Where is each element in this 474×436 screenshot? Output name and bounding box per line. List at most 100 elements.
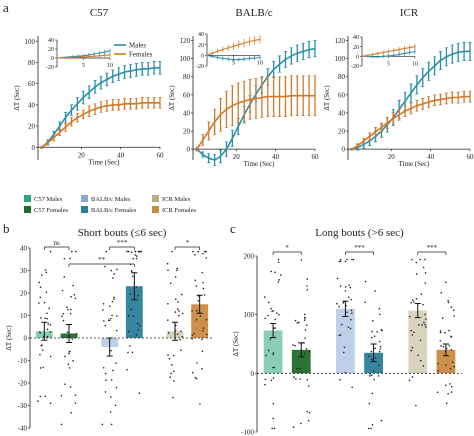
significance-label: *: [285, 244, 289, 252]
data-dot: [104, 391, 107, 393]
bar: [364, 352, 383, 374]
data-dot: [127, 351, 129, 354]
y-tick-label: 100: [244, 311, 255, 319]
data-dot: [294, 344, 296, 347]
data-dot: [370, 374, 373, 377]
data-dot: [447, 393, 449, 395]
data-dot: [373, 378, 376, 381]
data-dot: [344, 260, 347, 263]
inset-series-line: [206, 54, 261, 61]
inset-y-tick-label: 20: [353, 45, 359, 51]
y-tick-label: 100: [335, 55, 346, 63]
data-dot: [350, 298, 352, 301]
bar-legend-label: BALB/c Females: [91, 207, 137, 214]
data-dot: [352, 258, 355, 261]
data-dot: [271, 310, 273, 313]
data-dot: [103, 320, 105, 322]
data-dot: [348, 284, 350, 287]
data-dot: [74, 394, 77, 396]
x-tick-label: 60: [467, 153, 474, 161]
data-dot: [420, 293, 423, 295]
data-dot: [132, 257, 135, 260]
data-dot: [116, 315, 118, 317]
data-dot: [70, 295, 72, 298]
y-tick-label: 40: [183, 109, 191, 117]
data-dot: [411, 334, 414, 336]
data-dot: [173, 354, 175, 357]
y-tick-label: 40: [338, 109, 346, 117]
data-dot: [338, 305, 340, 308]
data-dot: [135, 334, 138, 336]
data-dot: [378, 307, 381, 310]
data-dot: [109, 317, 112, 320]
data-dot: [449, 383, 451, 385]
data-dot: [131, 275, 134, 278]
data-dot: [173, 370, 175, 373]
data-dot: [350, 309, 353, 312]
data-dot: [115, 329, 118, 332]
data-dot: [167, 269, 169, 272]
data-dot: [195, 377, 198, 380]
data-dot: [410, 349, 413, 352]
data-dot: [192, 250, 194, 253]
data-dot: [297, 321, 300, 324]
bar-legend-label: ICR Females: [162, 207, 197, 214]
inset-y-tick-label: -20: [351, 64, 359, 70]
data-dot: [108, 319, 111, 322]
data-dot: [176, 269, 178, 272]
data-dot: [168, 357, 171, 360]
data-dot: [68, 352, 70, 355]
data-dot: [277, 258, 280, 261]
data-dot: [137, 250, 140, 253]
data-dot: [174, 298, 177, 300]
data-dot: [202, 252, 204, 255]
data-dot: [306, 324, 308, 326]
data-dot: [194, 376, 197, 379]
data-dot: [177, 300, 179, 303]
data-dot: [66, 306, 68, 308]
data-dot: [109, 305, 111, 307]
bar-legend-label: ICR Males: [162, 196, 191, 203]
data-dot: [339, 285, 342, 287]
data-dot: [344, 290, 347, 292]
data-dot: [296, 322, 299, 324]
inset-x-tick-label: 5: [387, 61, 390, 67]
data-dot: [62, 319, 65, 322]
data-dot: [205, 318, 208, 321]
data-dot: [272, 377, 275, 379]
x-tick-label: 60: [312, 153, 320, 161]
data-dot: [111, 300, 114, 303]
data-dot: [368, 355, 370, 358]
data-dot: [450, 348, 453, 351]
data-dot: [46, 328, 49, 331]
data-dot: [292, 344, 294, 346]
chart-title: Long bouts (>6 sec): [315, 227, 404, 239]
data-dot: [340, 323, 343, 326]
data-dot: [115, 362, 117, 364]
data-dot: [174, 311, 177, 313]
data-dot: [134, 250, 137, 253]
data-dot: [270, 307, 272, 310]
data-dot: [346, 258, 348, 261]
data-dot: [193, 332, 195, 335]
data-dot: [140, 250, 143, 253]
data-dot: [439, 331, 442, 334]
data-dot: [200, 338, 203, 341]
data-dot: [127, 315, 130, 317]
data-dot: [303, 319, 306, 321]
y-tick-label: -20: [18, 380, 28, 388]
data-dot: [378, 350, 381, 353]
y-tick-label: -10: [18, 357, 28, 365]
data-dot: [424, 313, 426, 316]
data-dot: [338, 260, 341, 263]
data-dot: [101, 423, 104, 426]
data-dot: [453, 365, 455, 368]
y-axis-label: ΔT (Sec): [5, 325, 13, 351]
y-tick-label: 60: [183, 91, 191, 99]
y-tick-label: 120: [180, 37, 191, 45]
data-dot: [267, 349, 270, 352]
data-dot: [373, 335, 376, 338]
bar-legend-swatch: [152, 195, 159, 202]
